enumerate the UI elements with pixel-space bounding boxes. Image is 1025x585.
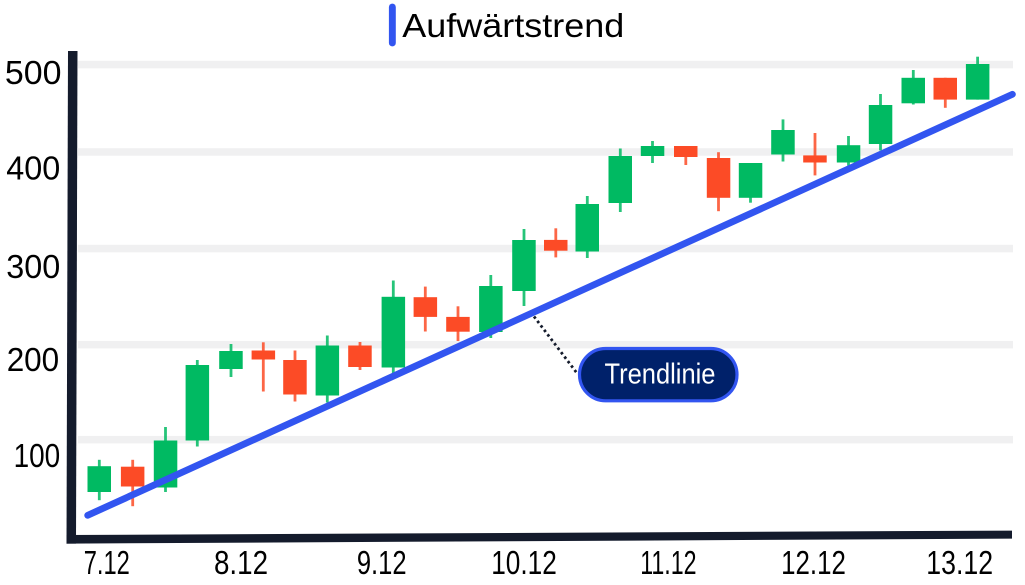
svg-text:13.12: 13.12 — [926, 544, 993, 581]
svg-text:100: 100 — [14, 437, 61, 474]
svg-text:7.12: 7.12 — [84, 544, 130, 581]
svg-text:9.12: 9.12 — [357, 544, 407, 581]
svg-text:300: 300 — [6, 248, 60, 285]
svg-text:Aufwärtstrend: Aufwärtstrend — [402, 7, 624, 44]
svg-text:200: 200 — [7, 341, 60, 378]
svg-text:10.12: 10.12 — [491, 544, 557, 581]
svg-text:500: 500 — [5, 54, 62, 91]
svg-text:8.12: 8.12 — [214, 544, 268, 581]
svg-text:11.12: 11.12 — [640, 544, 696, 581]
svg-text:Trendlinie: Trendlinie — [605, 359, 716, 391]
svg-text:400: 400 — [6, 150, 60, 187]
svg-text:12.12: 12.12 — [781, 544, 846, 581]
